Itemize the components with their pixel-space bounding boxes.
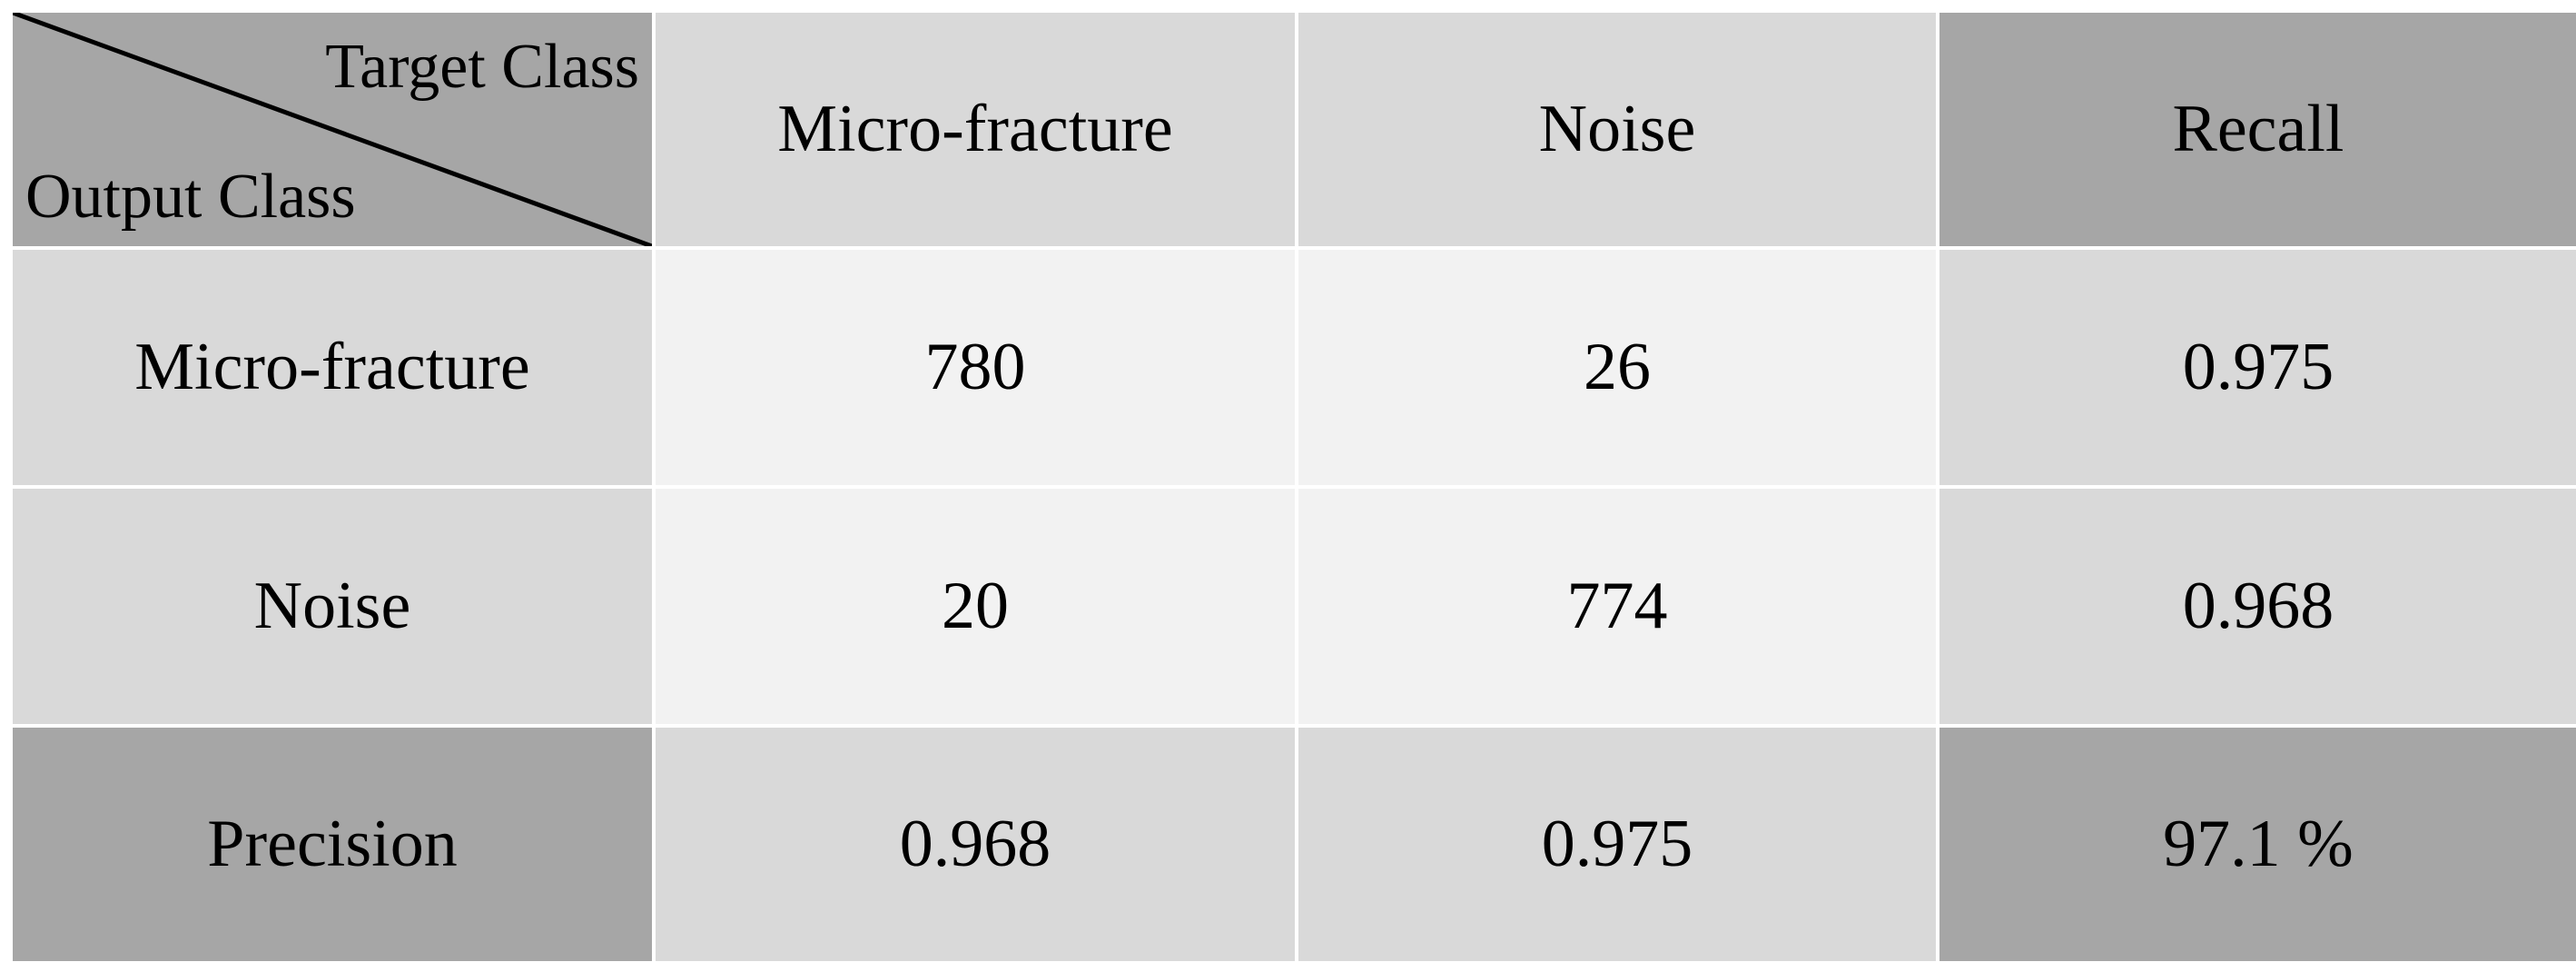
value-cell: 0.975 xyxy=(1939,250,2576,485)
diagonal xyxy=(13,13,652,246)
output-class-label: Output Class xyxy=(25,162,356,232)
header-cell: Noise xyxy=(1298,13,1936,246)
header-cell: Micro-fracture xyxy=(656,13,1295,246)
row-label: Micro-fracture xyxy=(13,250,652,485)
value-cell: 26 xyxy=(1298,250,1936,485)
value-cell: 0.975 xyxy=(1298,728,1936,961)
confusion-table: Target Class Output Class Micro-fracture… xyxy=(13,13,2576,961)
corner-cell: Target Class Output Class xyxy=(13,13,652,246)
value-cell: 20 xyxy=(656,489,1295,724)
header-cell: Recall xyxy=(1939,13,2576,246)
diagonal-line xyxy=(13,13,652,246)
value-cell: 774 xyxy=(1298,489,1936,724)
value-cell: 0.968 xyxy=(656,728,1295,961)
value-cell: 780 xyxy=(656,250,1295,485)
row-label: Noise xyxy=(13,489,652,724)
row-label: Precision xyxy=(13,728,652,961)
value-cell: 97.1 % xyxy=(1939,728,2576,961)
target-class-label: Target Class xyxy=(325,32,639,102)
value-cell: 0.968 xyxy=(1939,489,2576,724)
